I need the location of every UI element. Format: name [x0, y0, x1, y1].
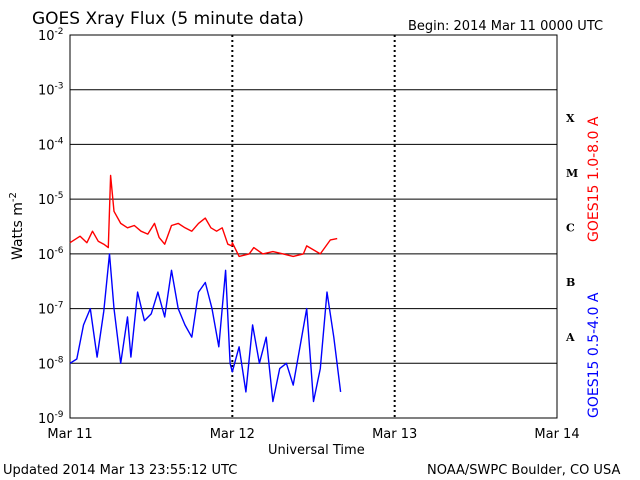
x-tick-label: Mar 11 [47, 427, 92, 442]
flare-class-label: M [566, 167, 578, 180]
flare-class-label: B [566, 276, 575, 289]
y-tick-label: 10-7 [38, 301, 64, 318]
series-line-1 [69, 174, 338, 258]
chart-title: GOES Xray Flux (5 minute data) [32, 9, 304, 29]
y-tick-label: 10-5 [38, 191, 64, 208]
legend-series-1: GOES15 1.0-8.0 A [586, 116, 602, 242]
y-tick-label: 10-9 [38, 410, 64, 427]
flare-class-labels: X M C B A [565, 112, 578, 344]
flare-class-label: C [566, 222, 575, 235]
legend-series-2: GOES15 0.5-4.0 A [586, 292, 602, 418]
plot-frame [69, 34, 558, 419]
begin-label: Begin: 2014 Mar 11 0000 UTC [408, 19, 603, 34]
y-tick-label: 10-2 [38, 27, 64, 44]
updated-timestamp: Updated 2014 Mar 13 23:55:12 UTC [3, 463, 237, 478]
y-tick-label: 10-4 [38, 136, 64, 153]
x-tick-labels: Mar 11 Mar 12 Mar 13 Mar 14 [47, 427, 579, 442]
x-tick-label: Mar 14 [534, 427, 579, 442]
x-tick-label: Mar 12 [210, 427, 255, 442]
y-tick-label: 10-6 [38, 246, 64, 263]
y-tick-label: 10-8 [38, 355, 64, 372]
series-line-2 [69, 253, 342, 403]
y-axis-label-text: Watts m [10, 202, 26, 260]
flare-class-label: A [565, 331, 575, 344]
y-tick-labels: 10-2 10-3 10-4 10-5 10-6 10-7 10-8 10-9 [38, 27, 64, 427]
flare-class-label: X [566, 112, 575, 125]
credit-text: NOAA/SWPC Boulder, CO USA [427, 463, 620, 478]
y-tick-label: 10-3 [38, 82, 64, 99]
y-axis-label: Watts m-2 [8, 192, 26, 260]
x-tick-label: Mar 13 [372, 427, 417, 442]
grid-lines [70, 35, 557, 418]
y-axis-label-superscript: -2 [8, 192, 19, 202]
series-lines [69, 174, 342, 403]
x-axis-label: Universal Time [268, 443, 365, 458]
